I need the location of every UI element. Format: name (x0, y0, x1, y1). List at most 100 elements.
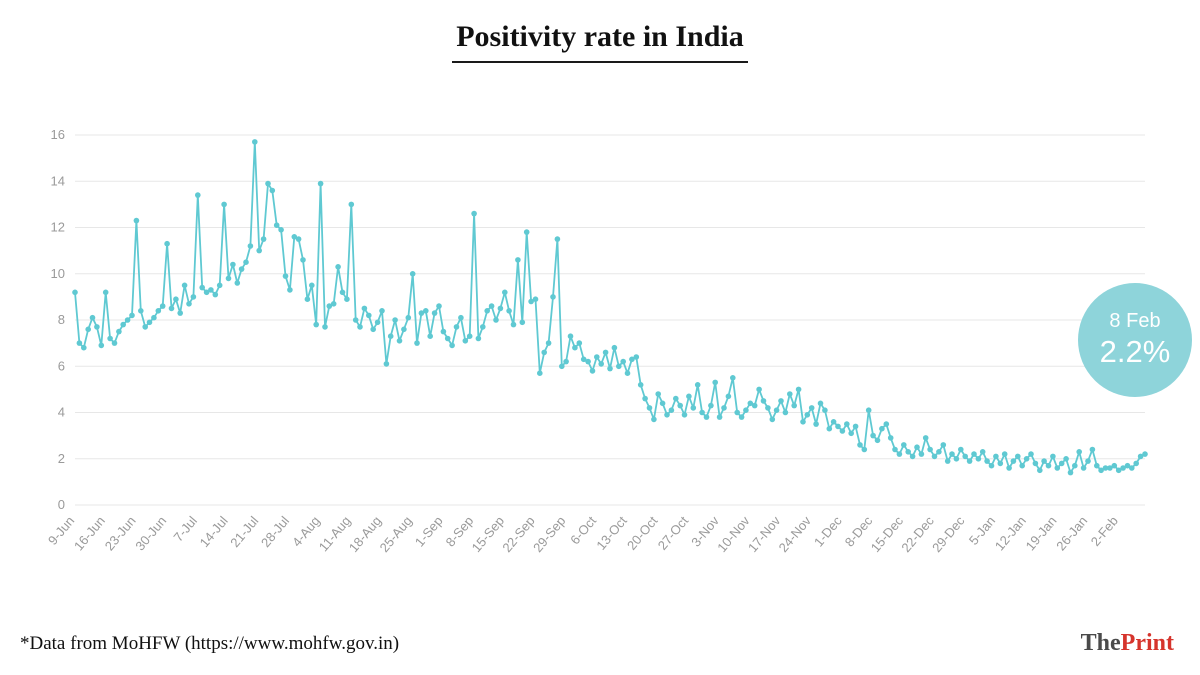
data-point (646, 405, 653, 411)
data-point (918, 451, 925, 457)
x-axis-label: 22-Sep (499, 513, 537, 555)
data-point (273, 222, 280, 228)
header: Positivity rate in India (0, 20, 1200, 63)
x-axis-label: 16-Jun (71, 513, 108, 553)
data-point (778, 398, 784, 404)
data-point (484, 308, 491, 314)
theprint-logo: ThePrint (1081, 630, 1174, 657)
data-point (1137, 453, 1144, 460)
x-axis-label: 7-Jul (170, 513, 200, 544)
data-point (940, 442, 947, 448)
data-point (234, 280, 241, 286)
data-point (190, 294, 197, 300)
y-axis-label: 0 (58, 497, 65, 512)
data-point (997, 460, 1004, 467)
data-point (221, 201, 227, 208)
page-title: Positivity rate in India (452, 20, 748, 63)
data-point (988, 462, 995, 469)
data-point (409, 271, 416, 277)
x-axis-label: 25-Aug (377, 513, 415, 555)
data-point (1111, 462, 1118, 469)
data-point (98, 342, 105, 349)
data-point (173, 296, 179, 302)
data-point (265, 180, 271, 187)
data-point (677, 402, 683, 409)
data-point (1041, 458, 1047, 464)
data-point (120, 321, 126, 328)
x-axis-label: 20-Oct (624, 513, 661, 553)
data-point (808, 405, 815, 411)
data-point (550, 294, 556, 300)
data-point (164, 240, 170, 247)
data-point (107, 335, 113, 342)
data-point (291, 234, 298, 240)
data-point (690, 405, 697, 411)
data-point (142, 324, 148, 330)
badge-value: 2.2% (1099, 334, 1171, 370)
data-point (576, 340, 583, 346)
data-point (133, 217, 140, 224)
data-point (598, 361, 604, 367)
data-point (471, 210, 477, 217)
data-point (585, 358, 591, 365)
data-point (804, 412, 811, 418)
x-axis-label: 19-Jan (1023, 513, 1060, 553)
data-point (1098, 467, 1104, 474)
y-axis-label: 6 (58, 358, 65, 373)
data-point (852, 423, 859, 430)
data-point (944, 458, 951, 464)
data-point (1058, 460, 1065, 467)
data-point (195, 192, 201, 198)
data-point (927, 446, 933, 453)
data-point (427, 333, 434, 339)
data-point (1115, 467, 1122, 474)
data-point (252, 139, 258, 145)
data-point (708, 402, 714, 409)
data-point (922, 435, 929, 441)
data-point (721, 405, 727, 411)
x-axis-label: 12-Jan (992, 513, 1029, 553)
data-point (1045, 462, 1052, 469)
data-point (966, 458, 973, 464)
data-point (401, 326, 407, 333)
data-point (839, 428, 846, 434)
data-point (151, 314, 157, 321)
data-point (278, 227, 284, 233)
brand-print: Print (1120, 630, 1174, 656)
data-point (383, 361, 390, 367)
data-point (431, 310, 438, 316)
data-point (1072, 462, 1078, 469)
data-point (335, 264, 341, 270)
data-point (984, 458, 990, 464)
data-point (76, 340, 83, 346)
x-axis-label: 30-Jun (132, 513, 169, 553)
data-point (519, 319, 526, 326)
data-point (449, 342, 455, 349)
data-point (528, 298, 534, 305)
y-axis-label: 2 (58, 451, 65, 466)
data-point (129, 312, 135, 319)
data-point (396, 338, 403, 344)
data-point (734, 409, 740, 416)
x-axis-label: 14-Jul (197, 513, 231, 550)
data-point (269, 187, 276, 194)
data-point (703, 414, 710, 420)
data-point (730, 375, 736, 381)
data-point (230, 261, 236, 268)
x-axis-label: 17-Nov (745, 513, 784, 555)
data-point (339, 289, 346, 296)
data-point (392, 317, 398, 323)
data-point (712, 379, 718, 386)
brand-the: The (1080, 630, 1121, 656)
data-point (971, 451, 977, 457)
data-point (865, 407, 872, 414)
data-point (567, 333, 574, 339)
y-axis-label: 10 (51, 266, 65, 281)
x-axis-label: 21-Jul (227, 513, 261, 550)
data-point (826, 425, 833, 432)
data-point (914, 444, 920, 451)
data-point (874, 437, 881, 444)
data-point (203, 289, 210, 296)
data-point (572, 344, 578, 351)
data-point (102, 289, 109, 296)
